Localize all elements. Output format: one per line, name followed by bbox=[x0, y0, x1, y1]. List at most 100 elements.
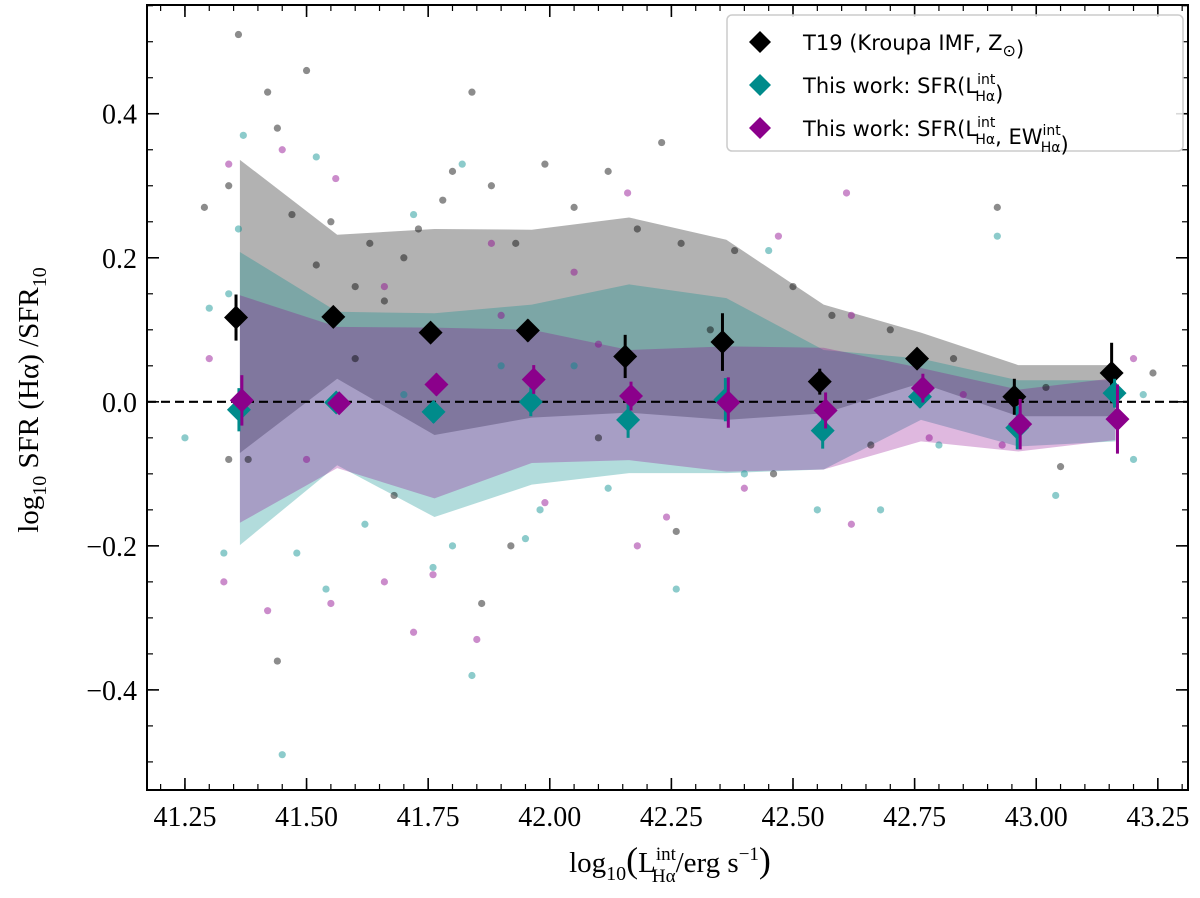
point-lint bbox=[181, 434, 189, 442]
point-lint_ew bbox=[594, 340, 603, 348]
point-lint_ew bbox=[473, 635, 481, 644]
point-t19 bbox=[731, 246, 739, 255]
point-t19 bbox=[604, 167, 612, 175]
point-t19 bbox=[380, 297, 388, 305]
point-t19 bbox=[478, 599, 486, 608]
point-lint_ew bbox=[1129, 355, 1138, 363]
point-lint bbox=[400, 391, 408, 399]
point-lint bbox=[278, 751, 286, 759]
marker-t19 bbox=[515, 318, 540, 343]
point-lint_ew bbox=[380, 578, 388, 586]
x-tick-label: 41.25 bbox=[153, 802, 216, 833]
point-t19 bbox=[487, 182, 496, 190]
point-t19 bbox=[1149, 369, 1157, 377]
point-lint bbox=[604, 484, 612, 492]
marker-t19 bbox=[1002, 384, 1027, 409]
point-lint_ew bbox=[925, 434, 933, 442]
marker-t19 bbox=[224, 305, 249, 330]
point-lint_ew bbox=[205, 355, 213, 363]
point-t19 bbox=[541, 160, 549, 168]
band-t19 bbox=[239, 159, 1116, 453]
legend-box bbox=[726, 14, 1184, 152]
point-lint bbox=[361, 520, 369, 528]
point-lint_ew bbox=[264, 607, 272, 615]
marker-lint_ew bbox=[1008, 412, 1033, 437]
marker-lint_ew bbox=[424, 372, 449, 397]
binned-markers bbox=[224, 294, 1130, 454]
scatter-points bbox=[181, 30, 1157, 759]
marker-lint bbox=[810, 418, 835, 443]
point-lint bbox=[497, 362, 505, 370]
point-t19 bbox=[273, 124, 281, 132]
point-t19 bbox=[993, 203, 1001, 211]
point-lint_ew bbox=[842, 189, 851, 197]
point-t19 bbox=[570, 203, 578, 211]
marker-lint_ew bbox=[327, 391, 352, 416]
point-lint bbox=[225, 290, 233, 298]
band-lint bbox=[239, 252, 1116, 546]
point-t19 bbox=[225, 182, 233, 190]
point-t19 bbox=[828, 311, 836, 319]
y-tick-label: 0.0 bbox=[102, 388, 137, 419]
point-lint_ew bbox=[429, 571, 437, 579]
marker-lint bbox=[616, 407, 641, 432]
point-lint_ew bbox=[570, 268, 578, 276]
y-axis-label: log10 SFR (Hα) /SFR10 bbox=[13, 267, 51, 533]
legend-marker bbox=[749, 31, 771, 53]
point-t19 bbox=[769, 470, 778, 478]
point-t19 bbox=[273, 657, 281, 665]
point-lint bbox=[468, 671, 476, 680]
point-lint bbox=[935, 441, 943, 449]
point-t19 bbox=[390, 491, 398, 500]
point-lint bbox=[1052, 491, 1060, 500]
point-lint_ew bbox=[327, 599, 335, 608]
point-lint bbox=[993, 232, 1001, 240]
marker-lint bbox=[1102, 381, 1127, 406]
point-lint bbox=[1139, 391, 1147, 399]
point-lint_ew bbox=[497, 311, 505, 319]
marker-lint_ew bbox=[619, 384, 644, 409]
x-tick-label: 43.25 bbox=[1126, 802, 1189, 833]
legend-marker bbox=[749, 117, 771, 139]
point-t19 bbox=[264, 88, 272, 96]
point-t19 bbox=[468, 88, 476, 96]
point-t19 bbox=[200, 203, 209, 211]
point-t19 bbox=[886, 326, 894, 334]
point-t19 bbox=[672, 527, 680, 536]
point-lint_ew bbox=[998, 441, 1006, 449]
marker-t19 bbox=[807, 369, 832, 394]
point-lint bbox=[322, 585, 330, 593]
marker-t19 bbox=[710, 330, 735, 355]
point-lint bbox=[429, 563, 437, 572]
point-t19 bbox=[234, 30, 243, 39]
point-lint bbox=[1129, 455, 1138, 464]
marker-lint_ew bbox=[521, 367, 546, 392]
marker-lint_ew bbox=[229, 388, 254, 413]
y-tick-label: −0.4 bbox=[86, 676, 137, 707]
point-lint_ew bbox=[487, 239, 496, 247]
marker-lint_ew bbox=[910, 376, 935, 401]
point-lint_ew bbox=[624, 189, 632, 197]
axis-ticks: 41.25 41.50 41.75 42.00 42.25 42.50 42.75 43.00… bbox=[86, 5, 1189, 833]
x-tick-label: 41.50 bbox=[275, 802, 338, 833]
point-t19 bbox=[658, 138, 666, 147]
point-lint bbox=[234, 225, 243, 233]
point-t19 bbox=[327, 218, 335, 226]
point-lint bbox=[205, 304, 213, 312]
point-lint bbox=[536, 506, 544, 514]
point-lint bbox=[239, 131, 247, 139]
point-lint_ew bbox=[278, 146, 286, 154]
legend-entry: This work: SFR(Lint Hα, EWint Hα) bbox=[802, 115, 1069, 157]
x-tick-label: 42.50 bbox=[762, 802, 825, 833]
marker-t19 bbox=[613, 344, 638, 369]
y-tick-label: 0.4 bbox=[102, 100, 137, 131]
point-t19 bbox=[594, 434, 603, 442]
point-lint bbox=[458, 160, 466, 168]
x-tick-label: 43.00 bbox=[1005, 802, 1068, 833]
point-lint bbox=[876, 506, 885, 514]
point-lint_ew bbox=[847, 311, 855, 319]
point-lint bbox=[312, 153, 320, 161]
band-lint_ew bbox=[239, 295, 1116, 523]
point-lint bbox=[570, 362, 578, 370]
point-lint_ew bbox=[225, 160, 233, 168]
